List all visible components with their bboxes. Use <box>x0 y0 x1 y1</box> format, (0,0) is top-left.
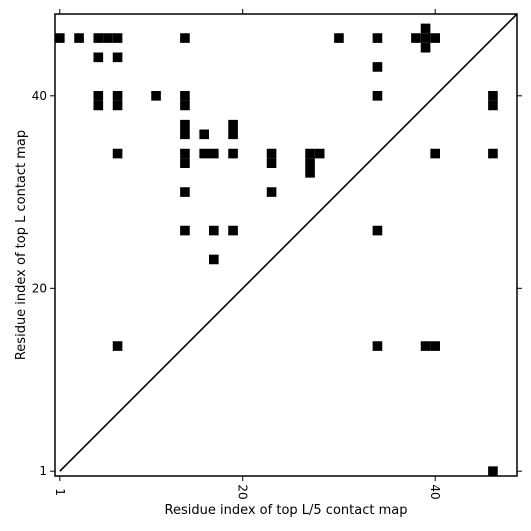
contact-cell <box>228 148 238 159</box>
contact-cell <box>112 100 123 111</box>
contact-cell <box>488 466 498 476</box>
diagonal-line <box>59 13 518 472</box>
contact-cell <box>266 158 277 168</box>
contact-cell <box>180 158 190 168</box>
contact-cell <box>430 33 440 43</box>
contact-cell <box>266 148 277 159</box>
contact-cell <box>55 33 65 43</box>
contact-cell <box>209 254 219 265</box>
contact-cell <box>180 33 190 43</box>
y-tick-label: 40 <box>32 89 47 103</box>
contact-cell <box>93 33 104 43</box>
contact-cell <box>112 52 123 63</box>
contact-cell <box>112 341 123 351</box>
contact-cell <box>372 91 383 101</box>
contact-cell <box>199 129 209 140</box>
contact-cell <box>411 33 421 43</box>
contact-cell <box>180 225 190 236</box>
ticks-layer: 1 20 40 1 20 40 <box>32 9 522 500</box>
contact-cell <box>180 129 190 140</box>
contact-cell <box>420 33 431 43</box>
contact-cell <box>93 100 104 111</box>
x-tick-label: 20 <box>236 484 250 499</box>
contact-cell <box>266 187 277 197</box>
contact-cell <box>334 33 344 43</box>
contact-cell <box>112 91 123 101</box>
contact-cell <box>180 100 190 111</box>
contact-cell <box>93 52 104 63</box>
contact-cell <box>209 225 219 236</box>
contact-cell <box>305 168 315 178</box>
contact-cell <box>430 341 440 351</box>
x-axis-label: Residue index of top L/5 contact map <box>165 503 408 518</box>
contact-cell <box>209 148 219 159</box>
y-tick-label: 20 <box>32 281 47 295</box>
contact-cell <box>420 42 431 53</box>
contact-cell <box>180 187 190 197</box>
contact-cell <box>199 148 209 159</box>
contact-cell <box>103 33 113 43</box>
y-axis-label: Residue index of top L contact map <box>14 130 29 360</box>
contact-cell <box>180 148 190 159</box>
contact-cell <box>228 225 238 236</box>
contact-cell <box>372 341 383 351</box>
contact-cell <box>93 91 104 101</box>
contact-cell <box>74 33 84 43</box>
contact-cell <box>420 23 431 34</box>
contact-cell <box>112 33 123 43</box>
contact-cell <box>305 148 315 159</box>
contact-cell <box>180 91 190 101</box>
contact-cell <box>372 33 383 43</box>
contact-cell <box>180 119 190 130</box>
cells-layer <box>55 23 498 476</box>
contact-cell <box>112 148 123 159</box>
contact-cell <box>488 100 498 111</box>
contact-cell <box>430 148 440 159</box>
contact-cell <box>228 119 238 130</box>
contact-cell <box>305 158 315 168</box>
x-tick-label: 1 <box>53 488 67 496</box>
contact-cell <box>151 91 161 101</box>
plot-frame <box>54 13 518 477</box>
x-tick-label: 40 <box>428 484 442 499</box>
contact-cell <box>372 62 383 72</box>
contact-cell <box>228 129 238 140</box>
y-tick-label: 1 <box>39 464 47 478</box>
contact-cell <box>488 148 498 159</box>
contact-cell <box>372 225 383 236</box>
contact-cell <box>420 341 431 351</box>
contact-cell <box>488 91 498 101</box>
contact-cell <box>314 148 325 159</box>
